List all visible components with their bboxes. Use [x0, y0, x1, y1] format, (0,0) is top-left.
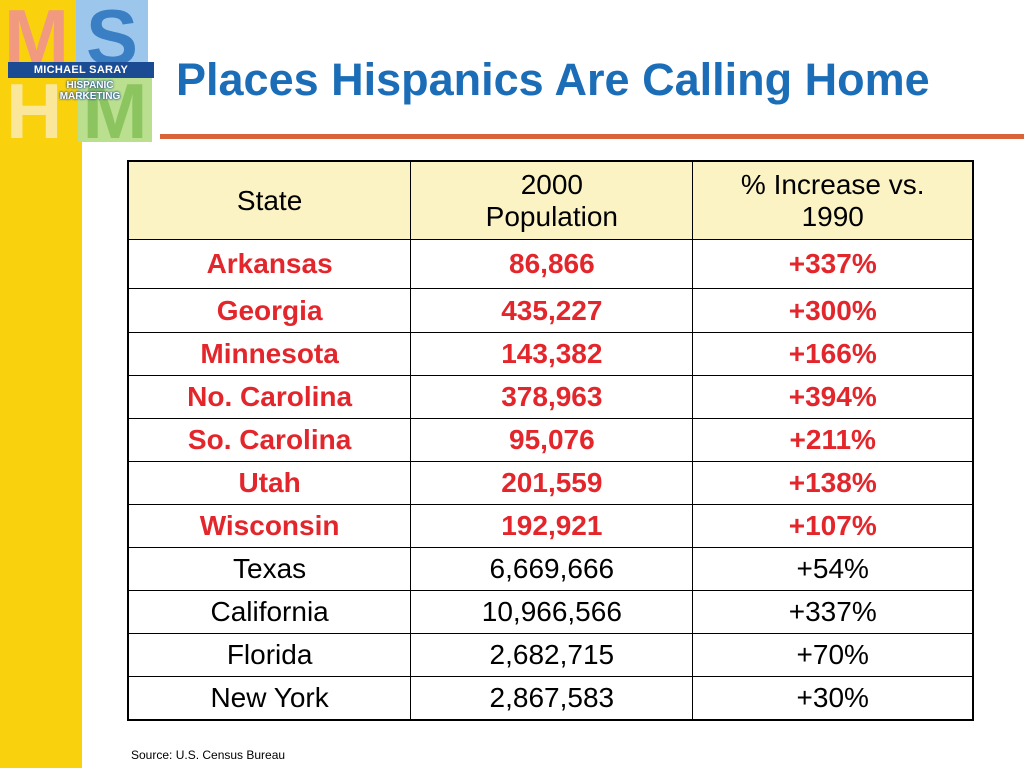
header-state: State — [127, 160, 412, 240]
company-logo: M S H M MICHAEL SARAY HISPANIC MARKETING — [0, 0, 160, 155]
source-note: Source: U.S. Census Bureau — [131, 748, 286, 762]
cell-increase: +211% — [692, 418, 974, 462]
table-row: Florida 2,682,715 +70% — [127, 633, 974, 677]
table-row: Wisconsin 192,921 +107% — [127, 504, 974, 548]
cell-population: 192,921 — [410, 504, 694, 548]
cell-increase: +70% — [692, 633, 974, 677]
cell-state: California — [127, 590, 412, 634]
logo-sub-line1: HISPANIC — [66, 80, 114, 91]
slide-title: Places Hispanics Are Calling Home — [176, 54, 930, 105]
cell-state: Florida — [127, 633, 412, 677]
header-population: 2000 Population — [410, 160, 694, 240]
cell-population: 378,963 — [410, 375, 694, 419]
cell-state: So. Carolina — [127, 418, 412, 462]
table-row: New York 2,867,583 +30% — [127, 676, 974, 720]
table-row: Texas 6,669,666 +54% — [127, 547, 974, 591]
title-divider — [160, 134, 1024, 139]
cell-population: 2,682,715 — [410, 633, 694, 677]
logo-letter-s: S — [76, 0, 148, 76]
side-stripe — [0, 0, 82, 768]
table-body: Arkansas 86,866 +337% Georgia 435,227 +300% Mi… — [127, 239, 974, 720]
cell-increase: +54% — [692, 547, 974, 591]
hispanic-population-table: State 2000 Population % Increase vs. 1990 … — [127, 160, 974, 721]
logo-sub-line2: MARKETING — [59, 91, 121, 102]
table-row: Arkansas 86,866 +337% — [127, 239, 974, 289]
table-row: Minnesota 143,382 +166% — [127, 332, 974, 376]
cell-state: Texas — [127, 547, 412, 591]
table-row: Utah 201,559 +138% — [127, 461, 974, 505]
logo-letter-h: H — [6, 67, 63, 155]
table-row: So. Carolina 95,076 +211% — [127, 418, 974, 462]
cell-state: Wisconsin — [127, 504, 412, 548]
cell-population: 6,669,666 — [410, 547, 694, 591]
cell-population: 435,227 — [410, 288, 694, 333]
cell-increase: +300% — [692, 288, 974, 333]
cell-increase: +138% — [692, 461, 974, 505]
cell-population: 201,559 — [410, 461, 694, 505]
cell-state: Georgia — [127, 288, 412, 333]
table-header-row: State 2000 Population % Increase vs. 1990 — [127, 160, 974, 240]
cell-state: Arkansas — [127, 239, 412, 289]
cell-state: No. Carolina — [127, 375, 412, 419]
cell-increase: +394% — [692, 375, 974, 419]
logo-band-text: MICHAEL SARAY — [8, 62, 154, 78]
cell-increase: +30% — [692, 676, 974, 720]
cell-state: Utah — [127, 461, 412, 505]
cell-population: 2,867,583 — [410, 676, 694, 720]
cell-state: New York — [127, 676, 412, 720]
cell-population: 95,076 — [410, 418, 694, 462]
logo-subtitle: HISPANIC MARKETING — [30, 80, 150, 102]
cell-increase: +337% — [692, 239, 974, 289]
cell-population: 86,866 — [410, 239, 694, 289]
cell-increase: +337% — [692, 590, 974, 634]
table-row: No. Carolina 378,963 +394% — [127, 375, 974, 419]
table-row: Georgia 435,227 +300% — [127, 288, 974, 333]
header-increase: % Increase vs. 1990 — [692, 160, 974, 240]
cell-state: Minnesota — [127, 332, 412, 376]
cell-increase: +107% — [692, 504, 974, 548]
cell-increase: +166% — [692, 332, 974, 376]
cell-population: 10,966,566 — [410, 590, 694, 634]
table-row: California 10,966,566 +337% — [127, 590, 974, 634]
logo-letter-m2: M — [78, 72, 152, 150]
cell-population: 143,382 — [410, 332, 694, 376]
